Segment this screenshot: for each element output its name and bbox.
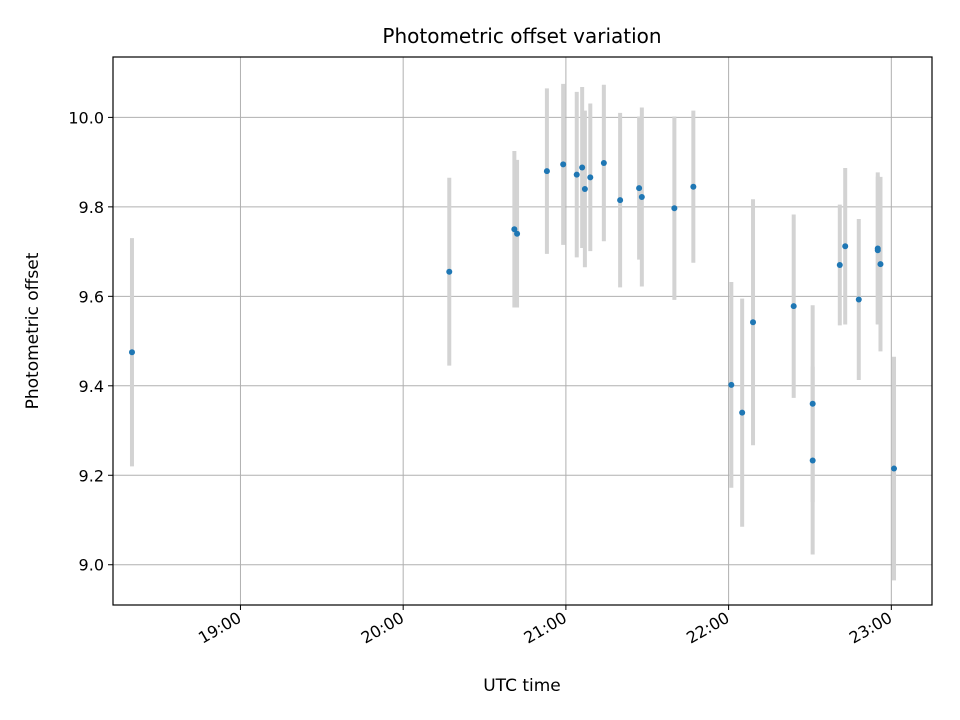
data-point bbox=[739, 409, 746, 416]
data-point bbox=[128, 349, 135, 356]
x-axis-label: UTC time bbox=[483, 676, 561, 696]
data-point bbox=[514, 230, 521, 237]
y-tick-label: 9.2 bbox=[79, 466, 104, 485]
data-point bbox=[446, 268, 453, 275]
x-tick-label: 19:00 bbox=[195, 608, 244, 648]
data-point bbox=[543, 168, 550, 175]
data-point bbox=[579, 164, 586, 171]
data-point bbox=[573, 171, 580, 178]
data-point bbox=[842, 243, 849, 250]
y-tick-label: 10.0 bbox=[68, 108, 104, 127]
grid bbox=[113, 57, 932, 605]
data-point bbox=[809, 457, 816, 464]
data-point bbox=[855, 296, 862, 303]
y-tick-label: 9.0 bbox=[79, 556, 104, 575]
data-point bbox=[874, 247, 881, 254]
data-point bbox=[877, 261, 884, 268]
data-point bbox=[511, 226, 518, 233]
y-tick-label: 9.8 bbox=[79, 198, 104, 217]
data-point bbox=[790, 303, 797, 310]
data-point bbox=[836, 262, 843, 269]
data-point bbox=[638, 194, 645, 201]
y-axis-label: Photometric offset bbox=[23, 252, 43, 409]
y-tick-label: 9.6 bbox=[79, 287, 104, 306]
data-point bbox=[600, 160, 607, 167]
data-point bbox=[891, 465, 898, 472]
chart-title: Photometric offset variation bbox=[382, 24, 661, 48]
data-point bbox=[671, 205, 678, 212]
y-axis-ticks: 9.0 9.2 9.4 9.6 9.8 10.0 bbox=[68, 108, 113, 575]
data-point bbox=[728, 381, 735, 388]
data-point bbox=[690, 183, 697, 190]
data-point bbox=[587, 174, 594, 181]
x-tick-label: 23:00 bbox=[846, 608, 895, 648]
data-point bbox=[560, 161, 567, 168]
data-point bbox=[636, 185, 643, 192]
data-point bbox=[809, 400, 816, 407]
data-points bbox=[128, 160, 898, 472]
data-point bbox=[581, 185, 588, 192]
x-tick-label: 20:00 bbox=[358, 608, 407, 648]
plot-frame bbox=[112, 56, 933, 606]
y-tick-label: 9.4 bbox=[79, 377, 104, 396]
data-point bbox=[617, 197, 624, 204]
x-axis-ticks: 19:00 20:00 21:00 22:00 23:00 bbox=[195, 605, 895, 648]
x-tick-label: 22:00 bbox=[683, 608, 732, 648]
data-point bbox=[750, 319, 757, 326]
x-tick-label: 21:00 bbox=[520, 608, 569, 648]
error-bars bbox=[129, 83, 897, 581]
